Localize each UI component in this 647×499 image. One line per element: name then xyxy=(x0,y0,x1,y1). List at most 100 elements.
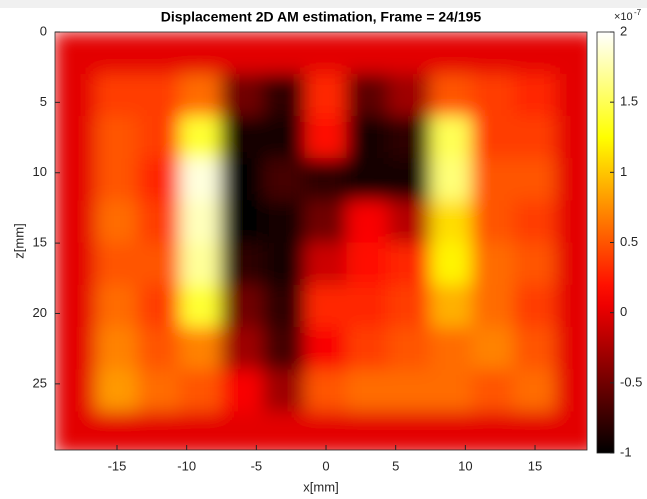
y-axis-label: z[mm] xyxy=(11,223,26,258)
heatmap-cell xyxy=(555,242,587,286)
heatmap-cell xyxy=(262,284,306,329)
heatmap-cell xyxy=(388,200,432,244)
heatmap-cell xyxy=(221,200,264,244)
heatmap-cell xyxy=(304,73,348,117)
heatmap-cell xyxy=(555,115,587,160)
heatmap-cell xyxy=(304,115,348,160)
heatmap-cell xyxy=(221,411,264,450)
heatmap-cell xyxy=(346,73,390,117)
heatmap-cell xyxy=(179,158,223,202)
heatmap-cell xyxy=(304,242,348,286)
heatmap-cell xyxy=(513,242,557,286)
heatmap-cell xyxy=(137,158,181,202)
toolbar-strip xyxy=(0,0,647,8)
heatmap-cell xyxy=(346,284,390,329)
x-tick-label: 10 xyxy=(458,458,472,473)
heatmap-cell xyxy=(95,327,139,371)
heatmap-cell xyxy=(221,115,264,160)
colorbar-tick-label: 1 xyxy=(620,164,627,179)
heatmap-cell xyxy=(430,242,473,286)
x-tick-label: -15 xyxy=(108,458,127,473)
colorbar-tick-label: 0.5 xyxy=(620,234,638,249)
heatmap-cell xyxy=(179,369,223,413)
heatmap-cell xyxy=(221,73,264,117)
heatmap-cell xyxy=(179,200,223,244)
x-axis-label: x[mm] xyxy=(303,479,338,494)
heatmap-cell xyxy=(555,200,587,244)
heatmap-cell xyxy=(262,200,306,244)
heatmap-cell xyxy=(304,369,348,413)
x-tick-label: 5 xyxy=(392,458,399,473)
heatmap-cell xyxy=(179,327,223,371)
heatmap-cell xyxy=(304,411,348,450)
heatmap-cell xyxy=(513,158,557,202)
heatmap-cell xyxy=(179,242,223,286)
heatmap-cell xyxy=(55,115,97,160)
heatmap-cell xyxy=(55,327,97,371)
heatmap-cell xyxy=(430,115,473,160)
heatmap-cell xyxy=(221,284,264,329)
heatmap-cell xyxy=(555,73,587,117)
heatmap-cell xyxy=(262,242,306,286)
heatmap-cell xyxy=(513,327,557,371)
heatmap-cell xyxy=(95,73,139,117)
heatmap-cell xyxy=(471,242,515,286)
heatmap-cell xyxy=(471,158,515,202)
heatmap-cell xyxy=(55,73,97,117)
heatmap-cell xyxy=(513,32,557,75)
heatmap-cell xyxy=(95,158,139,202)
heatmap-cell xyxy=(95,115,139,160)
colorbar-tick-label: -0.5 xyxy=(620,374,642,389)
heatmap-cell xyxy=(221,242,264,286)
heatmap-cell xyxy=(262,411,306,450)
heatmap-cell xyxy=(55,32,97,75)
heatmap-cell xyxy=(95,284,139,329)
heatmap-cell xyxy=(430,200,473,244)
heatmap-cell xyxy=(137,32,181,75)
heatmap-cell xyxy=(221,327,264,371)
heatmap-cell xyxy=(346,327,390,371)
heatmap-cell xyxy=(221,369,264,413)
y-tick-label: 0 xyxy=(40,23,47,38)
heatmap-cell xyxy=(304,158,348,202)
y-tick-label: 20 xyxy=(33,305,47,320)
y-tick-label: 25 xyxy=(33,375,47,390)
heatmap-cell xyxy=(262,327,306,371)
chart-title: Displacement 2D AM estimation, Frame = 2… xyxy=(161,9,482,25)
heatmap-cell xyxy=(346,115,390,160)
heatmap-cell xyxy=(346,411,390,450)
heatmap-cell xyxy=(346,200,390,244)
colorbar-exponent: -7 xyxy=(634,8,642,17)
heatmap-cell xyxy=(221,32,264,75)
heatmap-cell xyxy=(95,411,139,450)
heatmap-cell xyxy=(513,200,557,244)
heatmap xyxy=(55,32,587,450)
heatmap-cell xyxy=(471,73,515,117)
heatmap-cell xyxy=(346,242,390,286)
y-tick-label: 15 xyxy=(33,235,47,250)
heatmap-cell xyxy=(471,369,515,413)
heatmap-cell xyxy=(513,284,557,329)
colorbar-tick-label: 1.5 xyxy=(620,94,638,109)
heatmap-cell xyxy=(55,158,97,202)
heatmap-cell xyxy=(137,200,181,244)
heatmap-cell xyxy=(346,158,390,202)
colorbar-exponent-base: ×10 xyxy=(614,11,633,23)
heatmap-cell xyxy=(137,411,181,450)
heatmap-cell xyxy=(513,73,557,117)
heatmap-cell xyxy=(471,115,515,160)
heatmap-cell xyxy=(137,327,181,371)
heatmap-cell xyxy=(471,32,515,75)
heatmap-cell xyxy=(304,32,348,75)
heatmap-cell xyxy=(388,115,432,160)
colorbar-tick-label: -1 xyxy=(620,444,632,459)
axes-box xyxy=(54,31,588,451)
x-tick-label: 0 xyxy=(322,458,329,473)
y-tick-label: 10 xyxy=(33,164,47,179)
heatmap-cell xyxy=(262,73,306,117)
heatmap-cell xyxy=(304,200,348,244)
heatmap-cell xyxy=(346,32,390,75)
heatmap-cell xyxy=(262,32,306,75)
heatmap-cell xyxy=(137,242,181,286)
x-tick-label: -10 xyxy=(177,458,196,473)
